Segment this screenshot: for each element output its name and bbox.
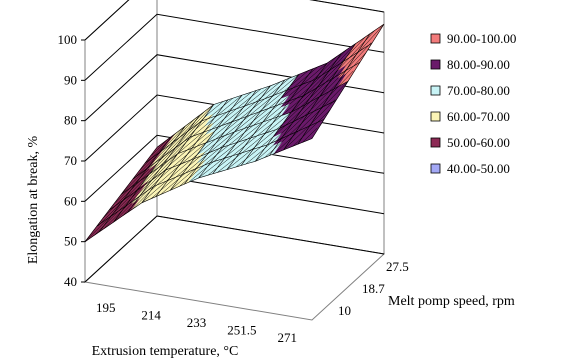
x-tick-label: 195 — [96, 300, 116, 315]
legend-swatch — [430, 163, 441, 174]
mesh-line — [132, 81, 281, 210]
mesh-line — [255, 52, 367, 162]
mesh-line — [122, 85, 271, 216]
z-axis-ticks: 40 50 60 70 80 90 100 — [58, 32, 85, 289]
x-tick-label: 214 — [141, 307, 161, 322]
z-gridline — [84, 13, 385, 81]
y-axis-ticks: 10 18.727.5 — [338, 259, 409, 318]
z-tick-label: 90 — [64, 72, 77, 87]
mesh-line — [283, 99, 336, 151]
z-axis-title: Elongation at break, % — [26, 136, 41, 265]
mesh-line — [207, 43, 356, 176]
mesh-line — [138, 132, 177, 172]
z-tick-label: 60 — [64, 193, 77, 208]
z-tick-label: 40 — [64, 274, 77, 289]
y-tick-label: 27.5 — [386, 259, 409, 274]
mesh-line — [103, 91, 252, 229]
mesh-line — [102, 104, 214, 219]
y-axis-title: Melt pomp speed, rpm — [388, 294, 515, 309]
mesh-line — [144, 42, 373, 164]
x-tick-label: 233 — [187, 315, 207, 330]
mesh-line — [132, 61, 361, 180]
mesh-line — [84, 98, 233, 242]
mesh-line — [217, 36, 366, 173]
mesh-line — [108, 100, 337, 211]
mesh-line — [141, 78, 290, 203]
mesh-line — [245, 42, 372, 165]
z-tick-label: 80 — [64, 113, 77, 128]
mesh-line — [198, 49, 347, 179]
legend-label: 50.00-60.00 — [447, 135, 510, 150]
legend-label: 70.00-80.00 — [447, 83, 510, 98]
mesh-line — [96, 119, 325, 227]
mesh-line — [292, 109, 331, 147]
z-gridline — [84, 215, 385, 283]
mesh-line — [264, 70, 354, 158]
y-tick-label: 10 — [338, 303, 351, 318]
x-axis-ticks: 195 214 233 251.5 271 — [96, 300, 297, 345]
mesh-line — [133, 125, 186, 180]
legend-label: 40.00-50.00 — [447, 161, 510, 176]
z-tick-label: 50 — [64, 234, 77, 249]
mesh-line — [160, 70, 309, 195]
mesh-line — [97, 101, 224, 227]
z-gridline — [84, 134, 385, 202]
mesh-line — [226, 30, 375, 170]
x-axis-title: Extrusion temperature, °C — [92, 344, 239, 359]
legend-label: 60.00-70.00 — [447, 109, 510, 124]
mesh-line — [179, 62, 328, 187]
x-tick-label: 271 — [278, 330, 298, 345]
legend-swatch — [430, 33, 441, 44]
legend-swatch — [430, 59, 441, 70]
legend-swatch — [430, 111, 441, 122]
mesh-line — [120, 118, 195, 195]
z-tick-label: 70 — [64, 153, 77, 168]
surface-mesh — [84, 23, 385, 242]
mesh-line — [113, 88, 262, 223]
mesh-line — [151, 74, 300, 199]
z-tick-label: 100 — [58, 32, 78, 47]
legend-swatch — [430, 137, 441, 148]
mesh-line — [188, 56, 337, 183]
y-tick-label: 18.7 — [362, 281, 385, 296]
mesh-line — [302, 127, 318, 143]
mesh-line — [94, 94, 243, 236]
mesh-line — [151, 140, 167, 156]
z-gridline — [84, 0, 385, 41]
x-tick-label: 251.5 — [227, 323, 256, 338]
legend-label: 90.00-100.00 — [447, 31, 516, 46]
legend: 90.00-100.00 80.00-90.00 70.00-80.00 60.00-… — [430, 31, 516, 176]
legend-swatch — [430, 85, 441, 96]
mesh-line — [236, 23, 385, 167]
mesh-line — [274, 81, 349, 154]
legend-label: 80.00-90.00 — [447, 57, 510, 72]
mesh-line — [115, 111, 205, 203]
mesh-line — [169, 66, 318, 191]
